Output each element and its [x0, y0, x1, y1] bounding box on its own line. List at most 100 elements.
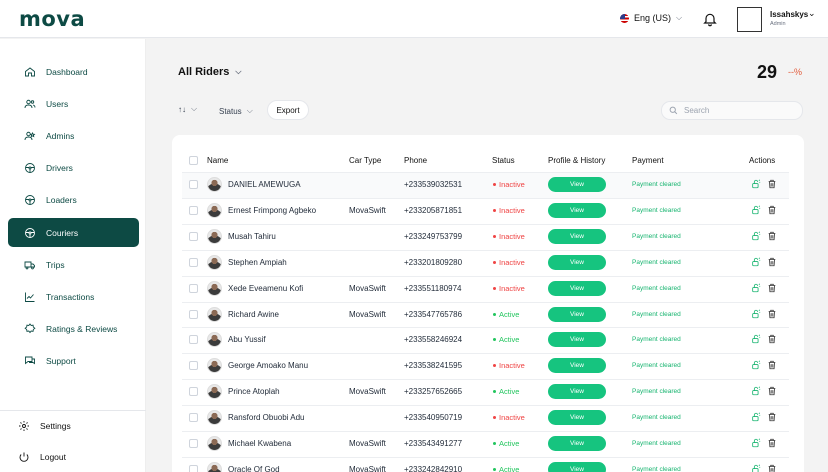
- sidebar-item-ratings-reviews[interactable]: Ratings & Reviews: [8, 314, 139, 343]
- sidebar-item-support[interactable]: Support: [8, 346, 139, 375]
- sidebar-item-trips[interactable]: Trips: [8, 250, 139, 279]
- page-title-dropdown[interactable]: All Riders ⌵: [178, 66, 241, 78]
- unlock-icon[interactable]: [751, 438, 761, 448]
- view-profile-button[interactable]: View: [548, 306, 606, 322]
- row-checkbox[interactable]: [189, 180, 198, 189]
- header-phone[interactable]: Phone: [404, 156, 428, 165]
- rider-name[interactable]: Musah Tahiru: [228, 231, 276, 241]
- view-profile-button[interactable]: View: [548, 436, 606, 451]
- user-name[interactable]: Issahskys: [770, 10, 809, 19]
- select-all-checkbox[interactable]: [189, 156, 198, 165]
- header-payment[interactable]: Payment: [632, 156, 664, 165]
- status-filter[interactable]: Status ⌵: [219, 106, 253, 116]
- trash-icon[interactable]: [767, 438, 777, 448]
- sidebar-item-admins[interactable]: Admins: [8, 121, 139, 150]
- bell-icon[interactable]: [702, 11, 718, 27]
- unlock-icon[interactable]: [751, 283, 761, 293]
- sidebar-item-transactions[interactable]: Transactions: [8, 282, 139, 311]
- payment-status: Payment cleared: [632, 258, 681, 266]
- status-dot: [493, 338, 496, 342]
- unlock-icon[interactable]: [751, 464, 761, 472]
- view-profile-button[interactable]: View: [548, 358, 606, 374]
- trash-icon[interactable]: [767, 257, 777, 267]
- status-text: Inactive: [499, 257, 525, 267]
- row-checkbox[interactable]: [189, 439, 198, 448]
- rider-name[interactable]: Michael Kwabena: [228, 439, 292, 448]
- trash-icon[interactable]: [767, 386, 777, 396]
- rider-name[interactable]: Richard Awine: [228, 309, 279, 319]
- rider-name[interactable]: Stephen Ampiah: [228, 257, 287, 267]
- car-type: MovaSwift: [349, 387, 386, 397]
- unlock-icon[interactable]: [751, 257, 761, 267]
- row-checkbox[interactable]: [189, 283, 198, 293]
- trash-icon[interactable]: [767, 412, 777, 422]
- trash-icon[interactable]: [767, 464, 777, 472]
- row-checkbox[interactable]: [189, 205, 198, 215]
- sidebar-item-drivers[interactable]: Drivers: [8, 153, 139, 182]
- sidebar-item-dashboard[interactable]: Dashboard: [8, 57, 139, 86]
- trash-icon[interactable]: [767, 309, 777, 319]
- rider-name[interactable]: Abu Yussif: [228, 335, 266, 345]
- row-checkbox[interactable]: [189, 361, 198, 371]
- divider: [0, 410, 146, 411]
- gear-icon: [19, 420, 29, 431]
- phone-number: +233257652665: [404, 387, 463, 397]
- status-dot: [493, 286, 496, 290]
- rider-name[interactable]: Xede Eveamenu Kofi: [228, 283, 304, 293]
- trash-icon[interactable]: [767, 334, 777, 344]
- view-profile-button[interactable]: View: [548, 202, 606, 218]
- sidebar-item-logout[interactable]: Logout: [2, 442, 133, 471]
- search-input[interactable]: Search: [661, 101, 803, 120]
- view-profile-button[interactable]: View: [548, 280, 606, 296]
- view-profile-button[interactable]: View: [548, 254, 606, 270]
- header-car-type[interactable]: Car Type: [349, 156, 382, 165]
- export-button[interactable]: Export: [267, 100, 309, 120]
- unlock-icon[interactable]: [751, 412, 761, 422]
- row-checkbox[interactable]: [189, 309, 198, 319]
- chevron-down-icon: ⌵: [235, 67, 242, 76]
- unlock-icon[interactable]: [751, 179, 761, 189]
- user-avatar[interactable]: [737, 7, 762, 32]
- view-profile-button[interactable]: View: [548, 228, 606, 244]
- view-profile-button[interactable]: View: [548, 384, 606, 400]
- trash-icon[interactable]: [767, 179, 777, 189]
- view-profile-button[interactable]: View: [548, 410, 606, 426]
- chevron-down-icon[interactable]: ⌄: [808, 8, 816, 18]
- sidebar-item-settings[interactable]: Settings: [2, 411, 133, 440]
- mova-logo[interactable]: mova: [19, 7, 85, 31]
- language-selector[interactable]: Eng (US) ⌵: [620, 13, 682, 23]
- unlock-icon[interactable]: [751, 386, 761, 396]
- view-profile-button[interactable]: View: [548, 461, 606, 472]
- trash-icon[interactable]: [767, 231, 777, 241]
- sidebar-item-couriers[interactable]: Couriers: [8, 218, 139, 247]
- unlock-icon[interactable]: [751, 334, 761, 344]
- trash-icon[interactable]: [767, 283, 777, 293]
- trash-icon[interactable]: [767, 360, 777, 370]
- unlock-icon[interactable]: [751, 309, 761, 319]
- view-profile-button[interactable]: View: [548, 177, 606, 192]
- sidebar-item-loaders[interactable]: Loaders: [8, 185, 139, 214]
- rider-name[interactable]: Ernest Frimpong Agbeko: [228, 205, 317, 215]
- rider-name[interactable]: Ransford Obuobi Adu: [228, 413, 305, 423]
- trash-icon[interactable]: [767, 205, 777, 215]
- row-checkbox[interactable]: [189, 257, 198, 267]
- row-checkbox[interactable]: [189, 231, 198, 241]
- row-checkbox[interactable]: [189, 335, 198, 345]
- unlock-icon[interactable]: [751, 231, 761, 241]
- rider-name[interactable]: DANIEL AMEWUGA: [228, 180, 301, 189]
- rider-name[interactable]: George Amoako Manu: [228, 361, 309, 371]
- rider-name[interactable]: Prince Atoplah: [228, 387, 280, 397]
- phone-number: +233543491277: [404, 439, 463, 448]
- sidebar-item-users[interactable]: Users: [8, 89, 139, 118]
- row-checkbox[interactable]: [189, 413, 198, 423]
- header-profile-history[interactable]: Profile & History: [548, 156, 606, 165]
- header-status[interactable]: Status: [492, 156, 515, 165]
- unlock-icon[interactable]: [751, 360, 761, 370]
- unlock-icon[interactable]: [751, 205, 761, 215]
- row-checkbox[interactable]: [189, 464, 198, 472]
- header-name[interactable]: Name: [207, 156, 229, 165]
- view-profile-button[interactable]: View: [548, 332, 606, 348]
- sort-dropdown[interactable]: ↑↓ ⌵: [178, 104, 197, 114]
- row-checkbox[interactable]: [189, 387, 198, 397]
- rider-name[interactable]: Oracle Of God: [228, 464, 280, 472]
